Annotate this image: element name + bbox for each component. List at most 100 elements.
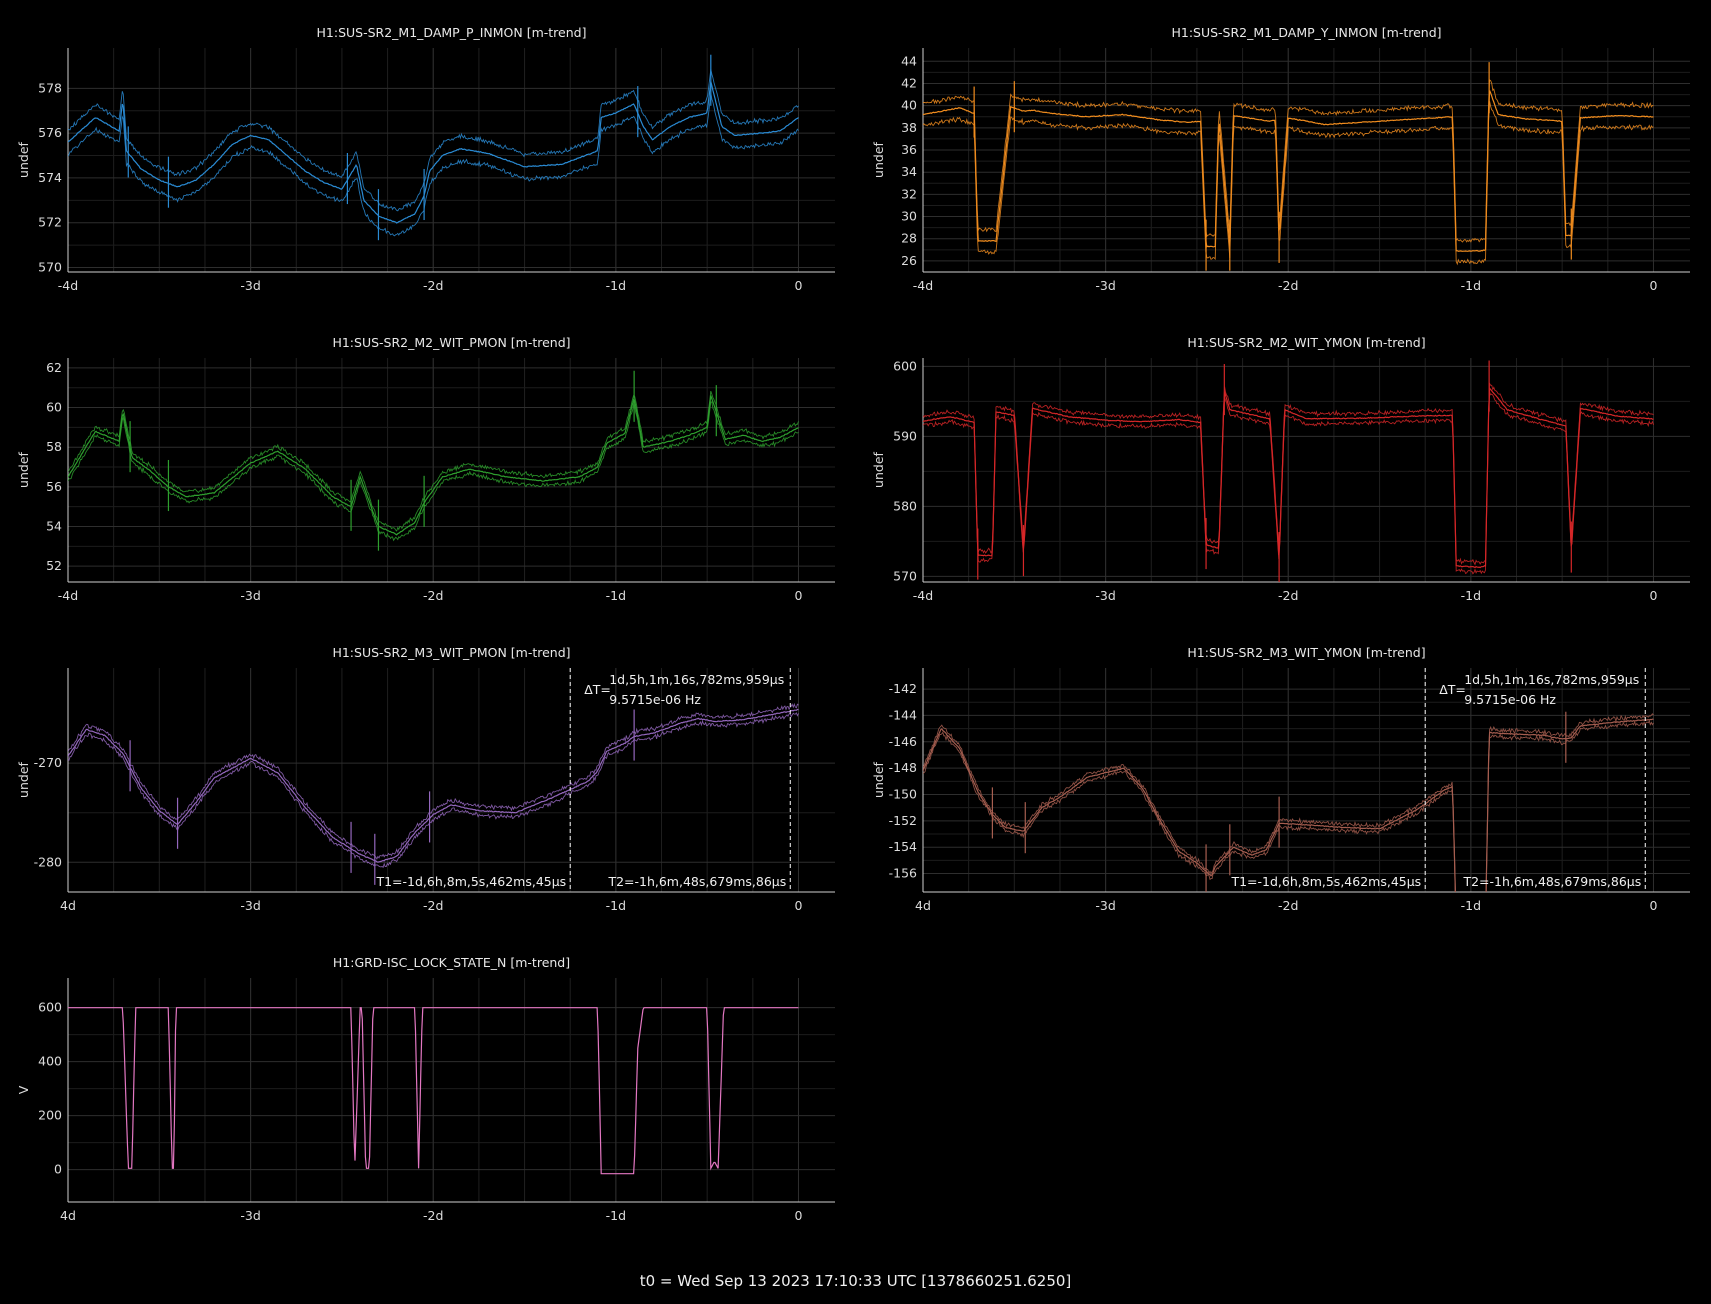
time-cursor-label: T1=-1d,6h,8m,5s,462ms,45µs bbox=[375, 874, 566, 889]
x-tick-label: -3d bbox=[1095, 588, 1115, 603]
grid bbox=[922, 48, 1690, 272]
y-tick-label: 0 bbox=[54, 1162, 62, 1177]
series-group bbox=[923, 711, 1654, 892]
y-tick-label: -150 bbox=[889, 786, 917, 801]
series-max-line bbox=[68, 702, 799, 860]
series-group bbox=[68, 54, 799, 241]
y-tick-label: 40 bbox=[901, 98, 917, 113]
y-tick-label: 32 bbox=[901, 186, 917, 201]
x-tick-label: -1d bbox=[1461, 588, 1481, 603]
x-tick-label: 4d bbox=[915, 898, 931, 913]
grid bbox=[67, 668, 835, 892]
chart-svg: H1:SUS-SR2_M1_DAMP_Y_INMON [m-trend] 26 28… bbox=[871, 25, 1690, 293]
chart-svg: H1:SUS-SR2_M1_DAMP_P_INMON [m-trend] 570 5… bbox=[16, 25, 835, 293]
x-tick-label: -2d bbox=[1278, 898, 1298, 913]
series-max-line bbox=[923, 713, 1654, 892]
chart-title: H1:SUS-SR2_M3_WIT_YMON [m-trend] bbox=[1187, 645, 1425, 660]
chart-title: H1:SUS-SR2_M1_DAMP_Y_INMON [m-trend] bbox=[1171, 25, 1441, 40]
y-tick-label: 578 bbox=[38, 80, 62, 95]
x-tick-label: 0 bbox=[794, 1208, 802, 1223]
grid bbox=[67, 48, 835, 272]
chart-panel-m2-yaw: H1:SUS-SR2_M2_WIT_YMON [m-trend] 570 580 59… bbox=[855, 330, 1710, 630]
y-tick-label: 28 bbox=[901, 231, 917, 246]
y-tick-label: 30 bbox=[901, 209, 917, 224]
x-tick-label: -3d bbox=[240, 898, 260, 913]
x-tick-label: -1d bbox=[606, 278, 626, 293]
y-tick-label: -144 bbox=[889, 707, 917, 722]
x-tick-label: -4d bbox=[58, 588, 78, 603]
series-min-line bbox=[923, 101, 1654, 266]
chart-title: H1:SUS-SR2_M3_WIT_PMON [m-trend] bbox=[332, 645, 570, 660]
time-cursor-label: T2=-1h,6m,48s,679ms,86µs bbox=[1462, 874, 1641, 889]
y-tick-label: 572 bbox=[38, 215, 62, 230]
grid bbox=[922, 358, 1690, 582]
y-axis-label: undef bbox=[871, 761, 886, 797]
x-tick-label: -1d bbox=[606, 1208, 626, 1223]
series-min-line bbox=[68, 712, 799, 869]
delta-t-value: 1d,5h,1m,16s,782ms,959µs bbox=[609, 672, 784, 687]
y-axis-label: V bbox=[16, 1085, 31, 1094]
x-tick-label: -4d bbox=[913, 278, 933, 293]
series-mean-line bbox=[68, 1007, 799, 1175]
time-origin-footer: t0 = Wed Sep 13 2023 17:10:33 UTC [13786… bbox=[639, 1272, 1072, 1290]
x-tick-label: -3d bbox=[1095, 278, 1115, 293]
time-cursor-label: T1=-1d,6h,8m,5s,462ms,45µs bbox=[1230, 874, 1421, 889]
x-tick-label: -2d bbox=[423, 588, 443, 603]
y-axis-label: undef bbox=[871, 451, 886, 487]
chart-title: H1:SUS-SR2_M2_WIT_YMON [m-trend] bbox=[1187, 335, 1425, 350]
chart-title: H1:SUS-SR2_M2_WIT_PMON [m-trend] bbox=[332, 335, 570, 350]
x-tick-label: 0 bbox=[1649, 898, 1657, 913]
x-tick-label: -1d bbox=[1461, 278, 1481, 293]
y-tick-label: 580 bbox=[893, 498, 917, 513]
y-tick-label: 52 bbox=[46, 558, 62, 573]
grid bbox=[67, 358, 835, 582]
y-axis-label: undef bbox=[16, 141, 31, 177]
time-cursor-label: T2=-1h,6m,48s,679ms,86µs bbox=[607, 874, 786, 889]
x-tick-label: -1d bbox=[606, 898, 626, 913]
series-min-line bbox=[923, 719, 1654, 892]
x-tick-label: 4d bbox=[60, 898, 76, 913]
chart-panel-m2-pitch: H1:SUS-SR2_M2_WIT_PMON [m-trend] 52 54 56 58… bbox=[0, 330, 855, 630]
y-tick-label: 54 bbox=[46, 518, 62, 533]
y-tick-label: 570 bbox=[38, 260, 62, 275]
x-tick-label: -2d bbox=[423, 1208, 443, 1223]
series-group bbox=[923, 360, 1654, 582]
x-tick-label: -3d bbox=[240, 588, 260, 603]
chart-panel-m1-yaw: H1:SUS-SR2_M1_DAMP_Y_INMON [m-trend] 26 28… bbox=[855, 20, 1710, 320]
series-max-line bbox=[923, 78, 1654, 243]
series-group bbox=[68, 1007, 799, 1175]
series-max-line bbox=[68, 390, 799, 532]
chart-title: H1:SUS-SR2_M1_DAMP_P_INMON [m-trend] bbox=[317, 25, 587, 40]
series-min-line bbox=[923, 391, 1654, 575]
y-tick-label: 56 bbox=[46, 479, 62, 494]
y-tick-label: -148 bbox=[889, 760, 917, 775]
delta-t-prefix: ΔT= bbox=[1439, 682, 1466, 697]
y-tick-label: 34 bbox=[901, 164, 917, 179]
x-tick-label: -1d bbox=[1461, 898, 1481, 913]
y-tick-label: 200 bbox=[38, 1108, 62, 1123]
x-tick-label: 0 bbox=[794, 278, 802, 293]
chart-svg: H1:SUS-SR2_M2_WIT_PMON [m-trend] 52 54 56 58… bbox=[16, 335, 835, 603]
x-tick-label: -1d bbox=[606, 588, 626, 603]
y-tick-label: 36 bbox=[901, 142, 917, 157]
series-max-line bbox=[68, 69, 799, 212]
x-tick-label: 4d bbox=[60, 1208, 76, 1223]
x-tick-label: 0 bbox=[1649, 278, 1657, 293]
x-tick-label: -2d bbox=[423, 898, 443, 913]
y-tick-label: 600 bbox=[38, 1000, 62, 1015]
x-tick-label: -2d bbox=[1278, 588, 1298, 603]
delta-frequency-value: 9.5715e-06 Hz bbox=[1464, 692, 1556, 707]
delta-frequency-value: 9.5715e-06 Hz bbox=[609, 692, 701, 707]
x-tick-label: -3d bbox=[1095, 898, 1115, 913]
y-axis-label: undef bbox=[16, 761, 31, 797]
x-tick-label: 0 bbox=[794, 588, 802, 603]
x-tick-label: 0 bbox=[1649, 588, 1657, 603]
y-axis-label: undef bbox=[16, 451, 31, 487]
y-tick-label: 62 bbox=[46, 360, 62, 375]
chart-svg: H1:GRD-ISC_LOCK_STATE_N [m-trend] 0 200 400… bbox=[16, 955, 835, 1223]
series-mean-line bbox=[923, 387, 1654, 569]
x-tick-label: -2d bbox=[1278, 278, 1298, 293]
grid bbox=[922, 668, 1690, 892]
x-tick-label: 0 bbox=[794, 898, 802, 913]
series-mean-line bbox=[68, 81, 799, 224]
